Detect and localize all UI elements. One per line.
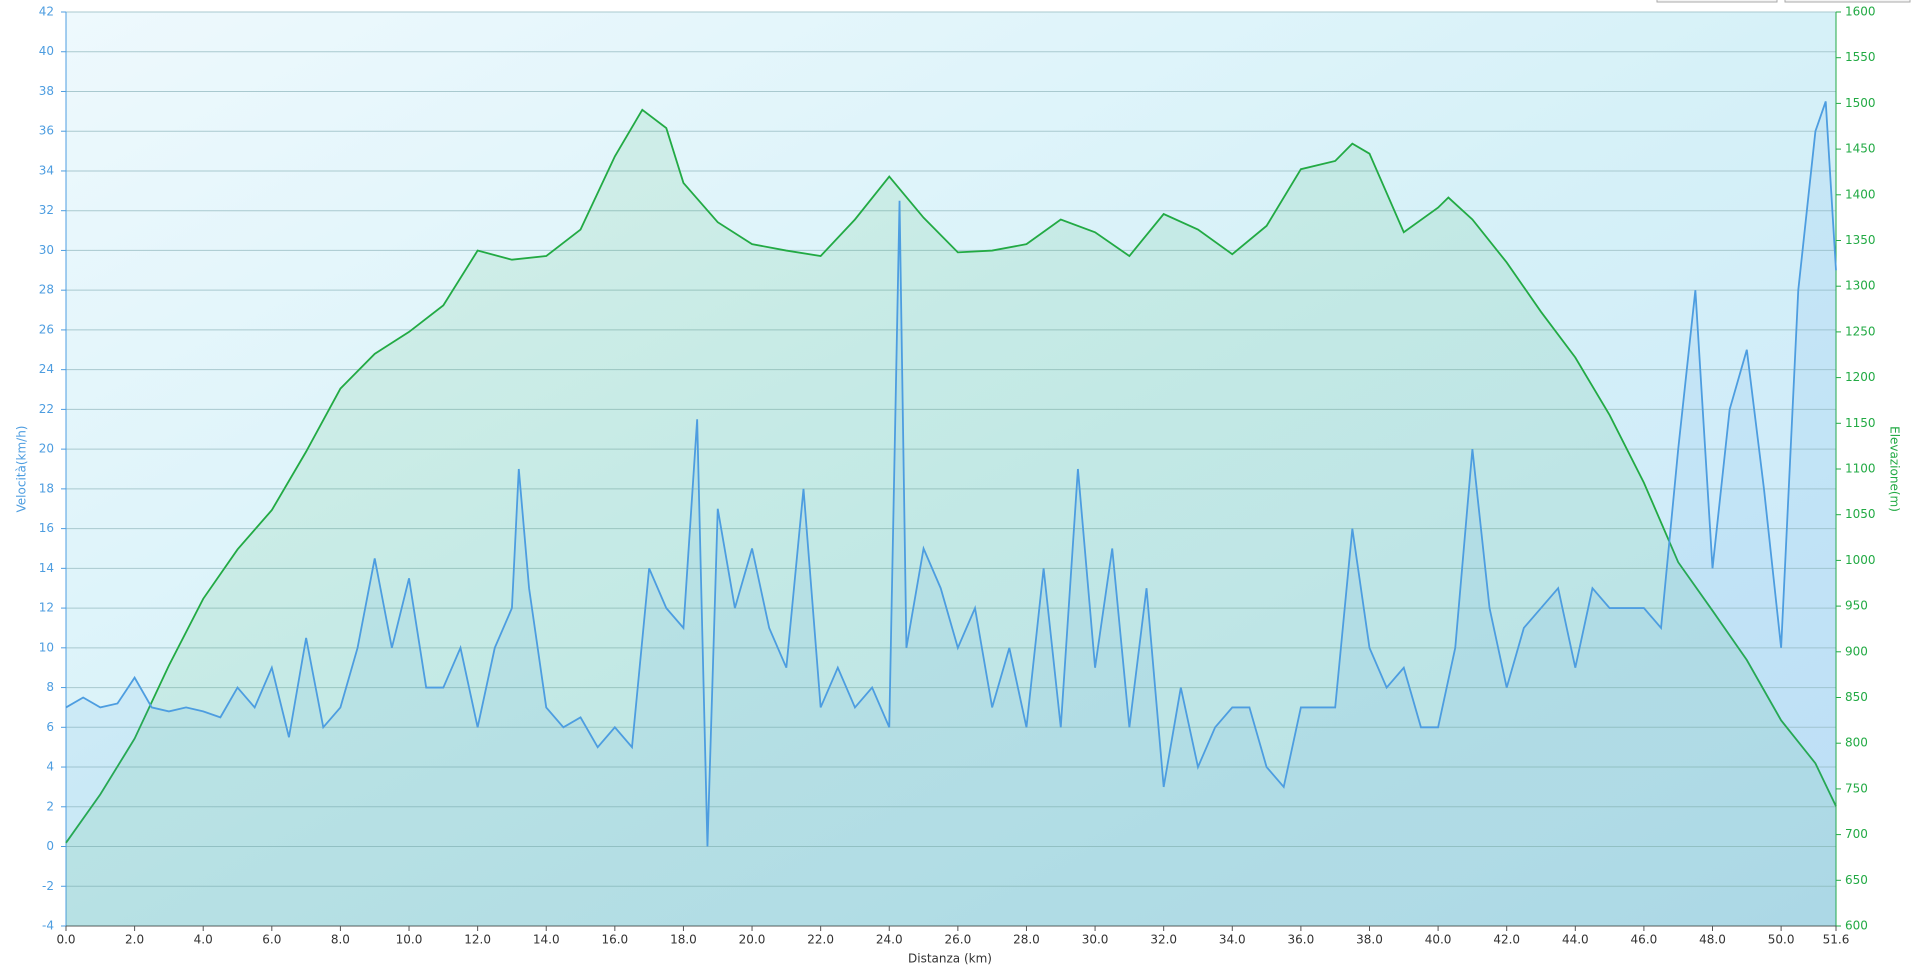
x-axis-title: Distanza (km) [908, 952, 992, 966]
y-tick-label: 28 [39, 283, 54, 297]
x-tick-label: 36.0 [1288, 933, 1315, 947]
y2-tick-label: 1350 [1845, 233, 1876, 247]
x-tick-label: 6.0 [262, 933, 281, 947]
x-tick-label: 38.0 [1356, 933, 1383, 947]
y-tick-label: 14 [39, 561, 54, 575]
y-tick-label: 16 [39, 521, 54, 535]
y2-tick-label: 850 [1845, 690, 1868, 704]
y2-tick-label: 1550 [1845, 50, 1876, 64]
x-tick-label: 0.0 [56, 933, 75, 947]
y2-tick-label: 1400 [1845, 187, 1876, 201]
button[interactable] [1784, 0, 1911, 3]
y-tick-label: 36 [39, 124, 54, 138]
x-tick-label: 18.0 [670, 933, 697, 947]
y-tick-label: 2 [46, 799, 54, 813]
y-tick-label: 38 [39, 84, 54, 98]
x-tick-label: 32.0 [1150, 933, 1177, 947]
y-tick-label: 18 [39, 481, 54, 495]
x-tick-label: 48.0 [1699, 933, 1726, 947]
y2-tick-label: 900 [1845, 644, 1868, 658]
x-tick-label: 24.0 [876, 933, 903, 947]
x-tick-label: 10.0 [396, 933, 423, 947]
line [65, 101, 1837, 847]
x-tick-label: 26.0 [945, 933, 972, 947]
y-tick-label: 22 [39, 402, 54, 416]
y2-tick-label: 1050 [1845, 507, 1876, 521]
x-tick-label: 4.0 [194, 933, 213, 947]
y-tick-label: 24 [39, 362, 54, 376]
y-tick-label: 20 [39, 442, 54, 456]
x-tick-label: 20.0 [739, 933, 766, 947]
y2-tick-label: 750 [1845, 781, 1868, 795]
x-tick-label: 30.0 [1082, 933, 1109, 947]
x-tick-label: 50.0 [1768, 933, 1795, 947]
y2-tick-label: 1600 [1845, 5, 1876, 19]
plot-area [66, 12, 1836, 926]
y-tick-label: -4 [42, 919, 54, 933]
y2-tick-label: 1100 [1845, 462, 1876, 476]
y-tick-label: -2 [42, 879, 54, 893]
y2-tick-label: 1500 [1845, 96, 1876, 110]
x-tick-label: 14.0 [533, 933, 560, 947]
line [65, 108, 1837, 844]
x-tick-label: 16.0 [601, 933, 628, 947]
y-tick-label: 4 [46, 760, 54, 774]
x-tick-label: 46.0 [1631, 933, 1658, 947]
x-tick-label: 40.0 [1425, 933, 1452, 947]
y-tick-label: 6 [46, 720, 54, 734]
y-tick-label: 0 [46, 839, 54, 853]
y-tick-label: 30 [39, 243, 54, 257]
y-tick-label: 42 [39, 5, 54, 19]
y2-tick-label: 1300 [1845, 279, 1876, 293]
x-tick-label: 28.0 [1013, 933, 1040, 947]
x-tick-label: 2.0 [125, 933, 144, 947]
button[interactable] [1656, 0, 1778, 3]
y2-tick-label: 950 [1845, 599, 1868, 613]
x-tick-label: 44.0 [1562, 933, 1589, 947]
y2-tick-label: 700 [1845, 827, 1868, 841]
y-tick-label: 26 [39, 322, 54, 336]
y2-tick-label: 1250 [1845, 324, 1876, 338]
y2-tick-label: 1450 [1845, 142, 1876, 156]
x-tick-label: 22.0 [807, 933, 834, 947]
y-tick-label: 12 [39, 601, 54, 615]
y2-tick-label: 1200 [1845, 370, 1876, 384]
y2-tick-label: 1000 [1845, 553, 1876, 567]
y-tick-label: 8 [46, 680, 54, 694]
y2-axis-title: Elevazione(m) [1888, 426, 1902, 512]
y-tick-label: 34 [39, 163, 54, 177]
y2-tick-label: 1150 [1845, 416, 1876, 430]
x-tick-label: 34.0 [1219, 933, 1246, 947]
x-tick-label: 8.0 [331, 933, 350, 947]
x-tick-label: 42.0 [1493, 933, 1520, 947]
x-tick-label: 12.0 [464, 933, 491, 947]
y-tick-label: 40 [39, 44, 54, 58]
y-tick-label: 32 [39, 203, 54, 217]
area [66, 109, 1836, 927]
y-axis-title: Velocità(km/h) [15, 426, 29, 513]
y2-tick-label: 600 [1845, 919, 1868, 933]
y-tick-label: 10 [39, 640, 54, 654]
x-tick-label: 51.6 [1823, 933, 1850, 947]
y2-tick-label: 800 [1845, 736, 1868, 750]
area [66, 101, 1836, 927]
y2-tick-label: 650 [1845, 873, 1868, 887]
